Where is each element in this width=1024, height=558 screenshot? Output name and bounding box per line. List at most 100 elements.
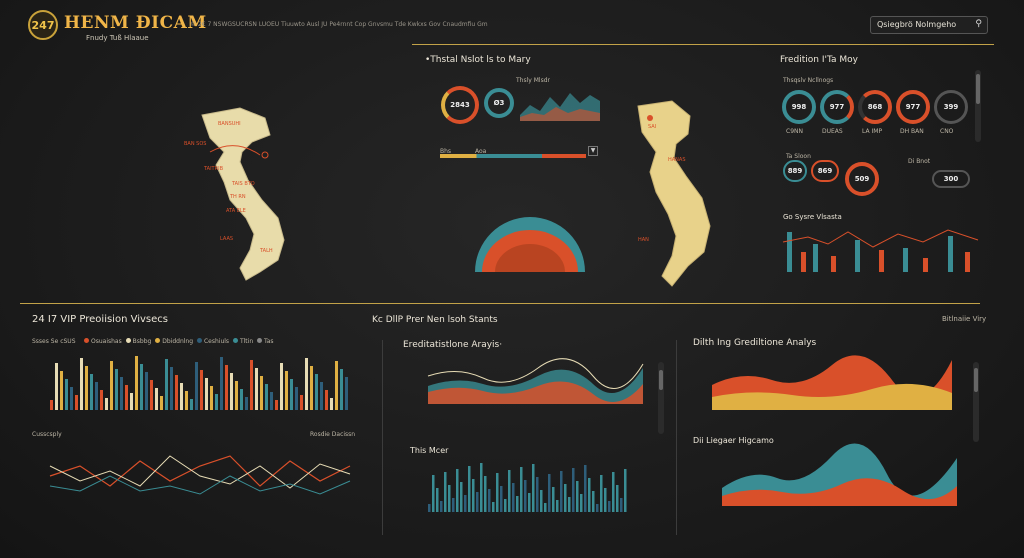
bottom-mid-scrollbar[interactable] — [658, 362, 664, 434]
search-icon[interactable]: ⚲ — [975, 19, 982, 29]
bar — [300, 395, 303, 410]
bar — [612, 472, 615, 512]
bar — [185, 391, 188, 410]
bar — [85, 366, 88, 410]
bottom-right-header[interactable]: Bitlnaiie Viry — [942, 315, 987, 323]
bottom-right-area-chart-2 — [722, 443, 957, 506]
bar — [320, 382, 323, 410]
bar — [170, 367, 173, 410]
row2-ring-2[interactable]: 869 — [811, 160, 839, 182]
top-right-title: Fredition I'Ta Moy — [780, 55, 858, 65]
bottom-left-line-chart — [49, 455, 351, 495]
top-right-chart-title: Go Sysre Vlsasta — [783, 213, 842, 221]
bar — [540, 490, 543, 512]
bar — [110, 361, 113, 410]
bar — [190, 399, 193, 410]
bar — [460, 482, 463, 512]
top-center-semicircle-chart — [475, 217, 585, 272]
bar — [580, 494, 583, 512]
bar — [345, 377, 348, 410]
top-right-ring-1[interactable]: 998 — [782, 90, 816, 124]
bar — [230, 373, 233, 410]
bar — [588, 478, 591, 512]
kpi-ring-2[interactable]: Ø3 — [484, 88, 514, 118]
bottom-right-scrollbar[interactable] — [973, 362, 979, 442]
row2-ring-3[interactable]: 300 — [932, 170, 970, 188]
legend-item[interactable]: Dbiddnlng — [162, 338, 194, 345]
vietnam-map-center: SAI HANAS HAN — [637, 100, 711, 287]
bar — [235, 381, 238, 410]
chevron-down-icon: ▼ — [590, 147, 596, 154]
brand-title[interactable]: HENM ĐICAM — [64, 13, 207, 33]
dropdown-button[interactable]: ▼ — [588, 146, 598, 156]
legend-item[interactable]: Bsbbg — [132, 338, 152, 345]
bar — [488, 489, 491, 512]
bottom-left-bar-chart — [50, 356, 348, 410]
bar — [315, 374, 318, 410]
bar — [100, 390, 103, 410]
svg-text:TAITRIB: TAITRIB — [203, 166, 224, 172]
svg-text:BAN SOS: BAN SOS — [184, 141, 206, 147]
bar — [135, 356, 138, 410]
kpi-ring-1[interactable]: 2843 — [441, 86, 479, 124]
top-right-subtitle: Thsqslv Ncllnogs — [783, 77, 834, 84]
top-right-ring-4[interactable]: 977 — [896, 90, 930, 124]
svg-text:BANSUHI: BANSUHI — [218, 121, 241, 127]
bar — [200, 370, 203, 410]
bar — [432, 475, 435, 512]
bar — [330, 398, 333, 410]
legend-item[interactable]: Ceshiuls — [203, 338, 230, 345]
bar — [436, 488, 439, 512]
bottom-left-line-title: Cusscsply — [32, 431, 62, 438]
bar — [452, 498, 455, 512]
divider-top — [412, 44, 994, 45]
top-right-ring-3[interactable]: 868 — [858, 90, 892, 124]
bar — [500, 486, 503, 512]
bar — [325, 390, 328, 410]
bottom-left-legend-label: Ssses Se cSUS — [32, 338, 76, 345]
bar — [250, 360, 253, 410]
bar — [536, 477, 539, 512]
top-right-scrollbar[interactable] — [975, 70, 981, 142]
bar — [600, 475, 603, 512]
bar — [280, 363, 283, 410]
bar — [604, 488, 607, 512]
bar — [245, 397, 248, 410]
row2-ring-1[interactable]: 889 — [783, 160, 807, 182]
bottom-left-title: 24 I7 VIP Preoiision Vivsecs — [32, 314, 168, 325]
legend-item[interactable]: Osuaishas — [91, 338, 122, 345]
bar — [145, 372, 148, 410]
bar — [572, 468, 575, 512]
bar — [210, 386, 213, 410]
bar — [275, 400, 278, 410]
bar — [564, 484, 567, 512]
bar — [310, 366, 313, 410]
top-right-ring-2[interactable]: 977 — [820, 90, 854, 124]
row2-ring-big[interactable]: 509 — [845, 162, 879, 196]
bar — [492, 502, 495, 512]
bar — [115, 369, 118, 410]
legend-item[interactable]: Tltin — [239, 338, 254, 345]
legend-item[interactable]: Tas — [264, 338, 274, 345]
bar — [608, 501, 611, 512]
bar — [125, 385, 128, 410]
bar — [65, 379, 68, 410]
bottom-right-area-chart — [712, 355, 952, 410]
bar — [175, 375, 178, 410]
top-right-bar-chart — [782, 229, 979, 272]
svg-text:HAN: HAN — [638, 237, 649, 243]
bar — [195, 362, 198, 410]
bar — [305, 358, 308, 410]
logo-badge[interactable]: 247 — [28, 10, 58, 40]
svg-text:SAI: SAI — [648, 124, 656, 130]
search-box[interactable]: Qsiegbrö Nolmgeho ⚲ — [870, 16, 988, 34]
top-right-ring-5[interactable]: 399 — [934, 90, 968, 124]
bar — [295, 387, 298, 410]
bar — [90, 374, 93, 410]
top-center-bar-label: Bhs — [440, 148, 452, 155]
bar — [556, 500, 559, 512]
bar — [155, 388, 158, 410]
top-center-bar-strip — [440, 154, 586, 158]
bottom-mid-area-title: Ereditatistlone Arayis· — [403, 340, 503, 350]
